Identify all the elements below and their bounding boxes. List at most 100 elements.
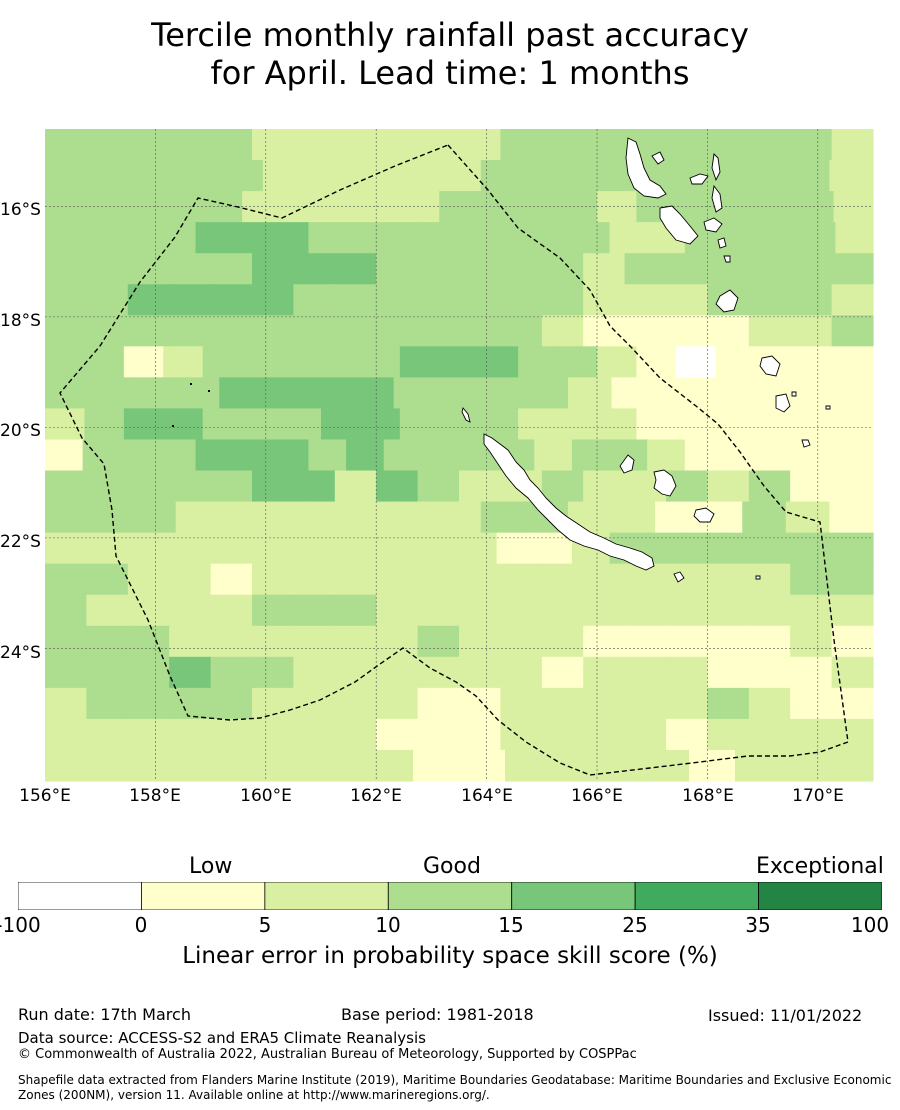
map-cell [123,191,164,223]
map-cell [583,129,626,161]
map-cell [421,532,460,565]
map-cell [790,625,833,658]
map-cell [541,563,584,596]
map-cell [45,315,87,347]
map-cell [624,284,667,316]
shapefile-attribution: Shapefile data extracted from Flanders M… [18,1073,892,1102]
map-cell [541,129,584,161]
map-cell [242,346,283,378]
map-cell [86,594,129,627]
map-cell [797,222,836,254]
map-cell [229,749,276,782]
map-cell [754,408,795,441]
lon-label-156e: 156°E [19,786,71,806]
map-cell [308,439,347,472]
map-cell [748,563,791,596]
map-cell [413,749,460,782]
map-cell [86,625,129,658]
map-cell [831,470,874,503]
map-cell [252,253,294,285]
belep-islands [461,407,471,423]
map-cell [376,315,419,347]
map-cell [500,687,543,720]
map-cell [831,129,874,161]
map-cell [169,687,212,720]
map-cell [597,346,638,378]
isle-of-pines [673,571,685,583]
map-cell [195,532,234,565]
map-cell [541,470,584,503]
malo-island [651,151,665,165]
map-cell [210,625,253,658]
map-cell [376,687,419,720]
map-cell [169,129,212,161]
map-cell [609,222,648,254]
map-cell [541,718,584,751]
map-cell [169,470,212,503]
map-cell [293,625,336,658]
map-cell [293,718,336,751]
map-cell [518,408,559,441]
map-cell [417,625,460,658]
map-cell [360,346,401,378]
map-cell [583,253,626,285]
futuna-island [825,405,831,410]
map-cell [557,346,598,378]
colorbar-title: Linear error in probability space skill … [182,943,718,969]
map-cell [334,284,377,316]
map-cell [707,315,750,347]
colorbar-category-good: Good [423,854,481,879]
map-cell [571,439,611,472]
map-cell [831,594,874,627]
map-cell [127,563,170,596]
colorbar-segment [264,882,389,910]
map-cell [790,253,833,285]
map-cell [459,470,501,503]
map-cell [334,594,377,627]
colorbar-segment [758,882,882,910]
map-cell [611,501,656,534]
map-cell [293,284,336,316]
eez-boundary [59,144,849,776]
map-cell [831,284,874,316]
map-cell [175,160,220,192]
map-cell [334,253,377,285]
map-cell [45,718,87,751]
map-cell [350,377,395,410]
map-cell [829,377,874,410]
map-cell [439,346,480,378]
map-cell [500,656,543,689]
map-cell [583,470,626,503]
map-cell [157,222,197,254]
map-cell [624,315,667,347]
map-cell [655,501,700,534]
map-cell [636,408,677,441]
map-cell [84,408,125,441]
chesterfield-islands [172,383,210,427]
map-cell [624,253,667,285]
map-cell [500,129,543,161]
map-cell [346,439,385,472]
lat-label-24s: 24°S [0,643,41,663]
map-cell [748,284,791,316]
map-cell [84,346,125,378]
map-cell [760,222,799,254]
map-cell [666,625,708,658]
map-cell [417,656,460,689]
map-cell [45,253,87,285]
map-cell [715,408,756,441]
map-cell [500,625,543,658]
lat-label-16s: 16°S [0,200,41,220]
lon-label-168e: 168°E [682,786,734,806]
map-cell [666,315,708,347]
map-cell [252,718,294,751]
map-cell [417,253,460,285]
lat-label-18s: 18°S [0,311,41,331]
map-cell [459,656,501,689]
map-cell [45,563,87,596]
map-cell [210,129,253,161]
map-cell [500,594,543,627]
map-cell [611,377,656,410]
map-cell [583,563,626,596]
map-cell [541,594,584,627]
